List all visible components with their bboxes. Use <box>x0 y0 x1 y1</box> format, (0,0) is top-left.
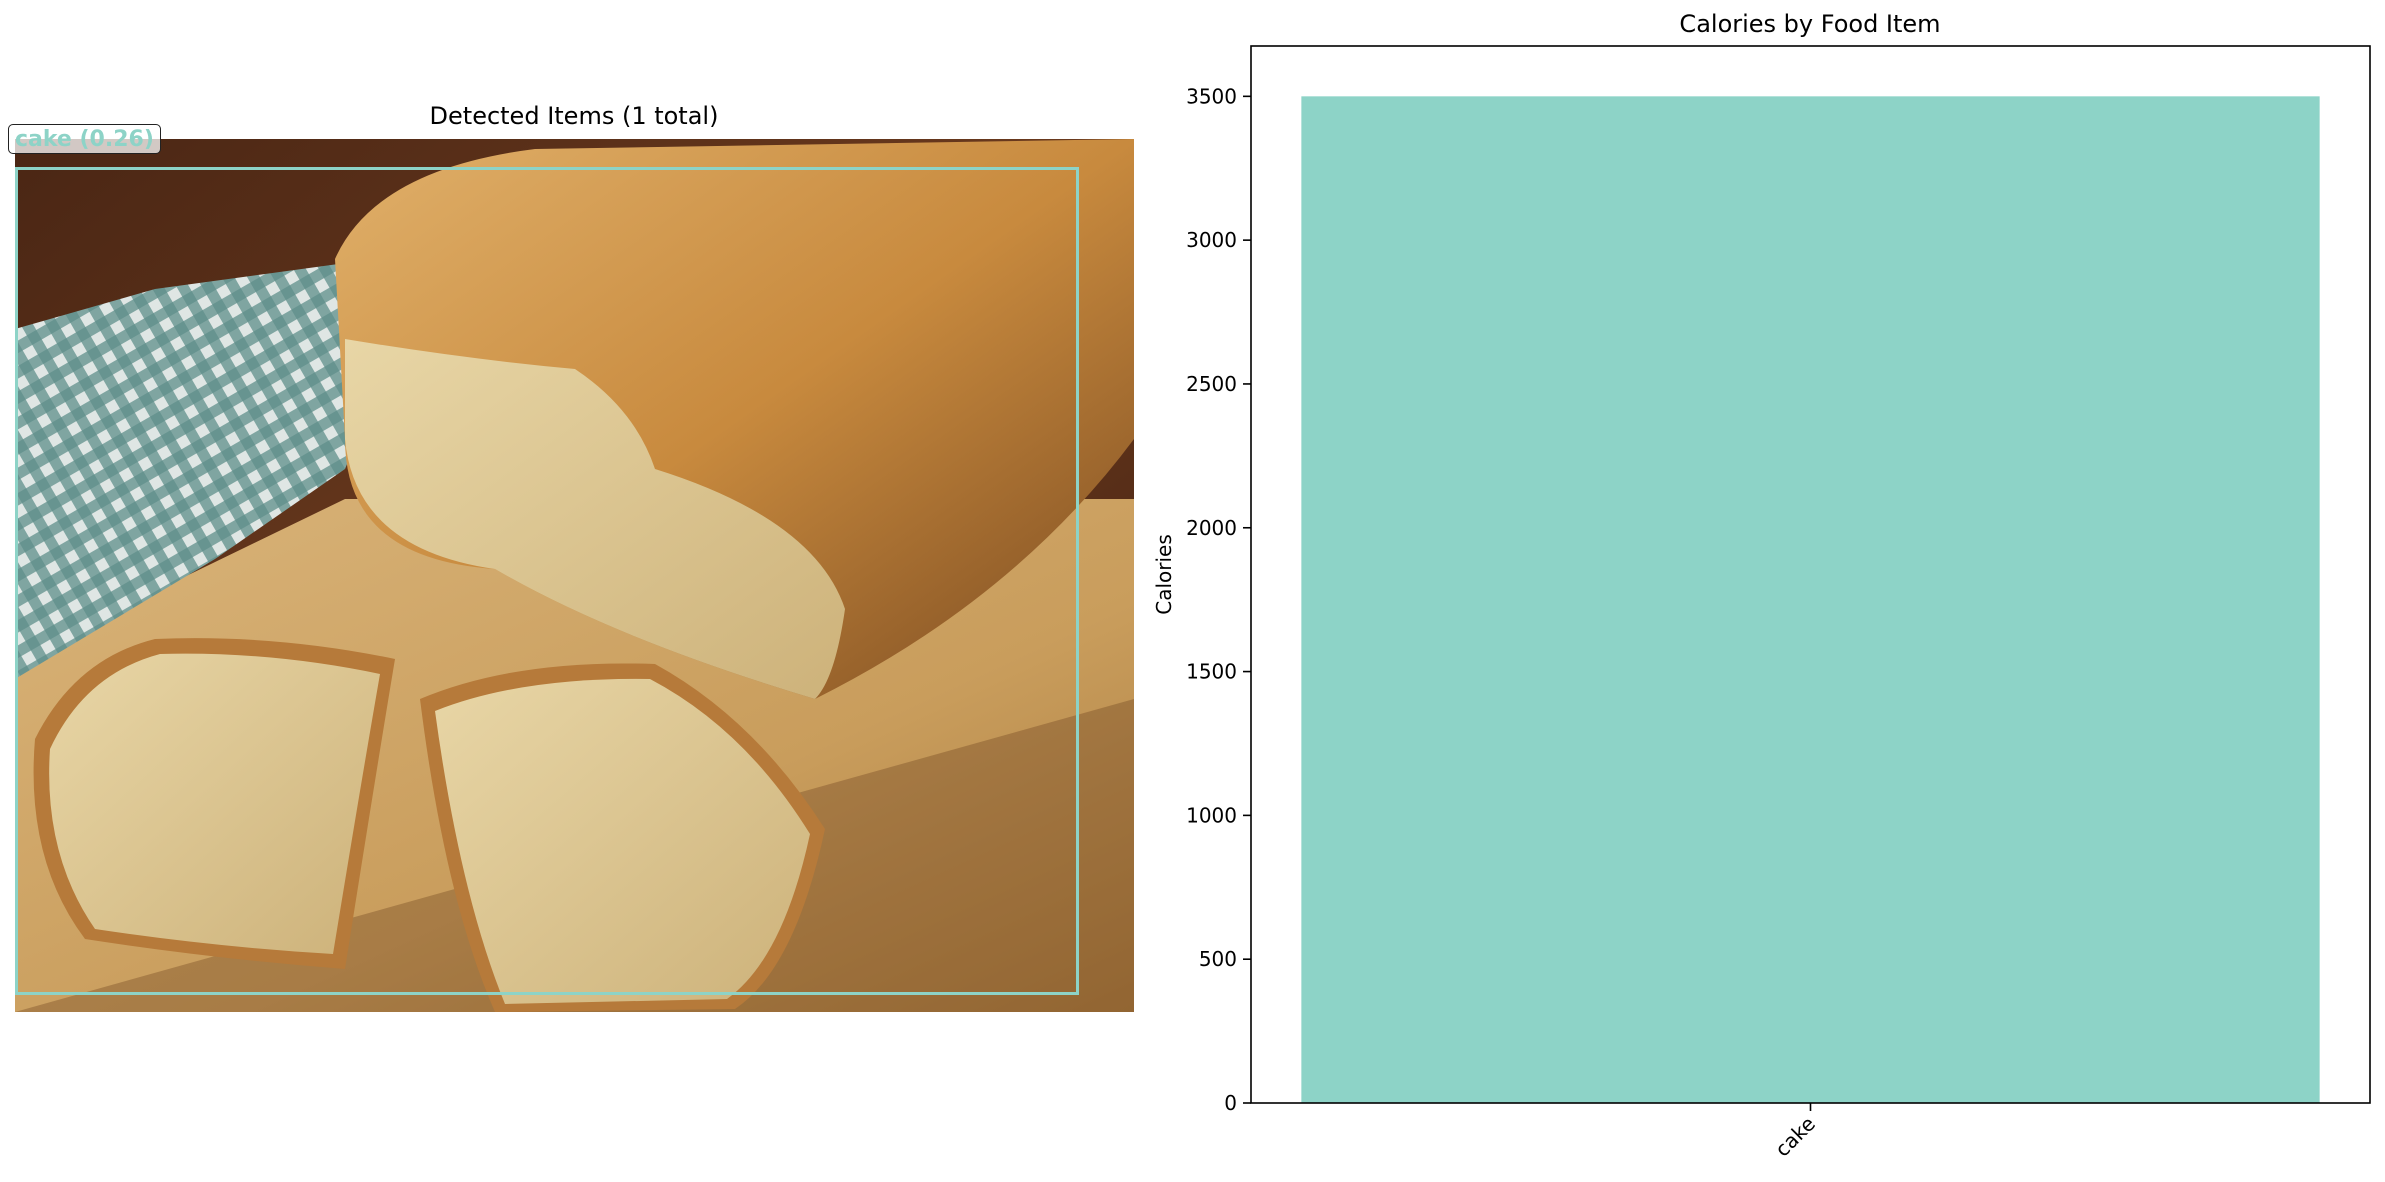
y-tick-label: 0 <box>1224 1091 1237 1115</box>
chart-title: Calories by Food Item <box>1679 10 1941 38</box>
detected-items-title: Detected Items (1 total) <box>429 102 719 130</box>
detection-bounding-box <box>15 167 1079 995</box>
x-tick-label: cake <box>1770 1112 1820 1162</box>
y-tick-label: 3000 <box>1186 228 1237 252</box>
y-tick-label: 2500 <box>1186 372 1237 396</box>
y-axis-label: Calories <box>1152 534 1176 615</box>
y-tick-label: 500 <box>1199 947 1237 971</box>
bar-cake <box>1301 96 2320 1104</box>
detection-label: cake (0.26) <box>8 124 161 154</box>
plot-frame <box>1250 45 2371 1104</box>
y-tick-label: 2000 <box>1186 516 1237 540</box>
y-tick-label: 1000 <box>1186 803 1237 827</box>
y-tick-label: 1500 <box>1186 660 1237 684</box>
y-tick-label: 3500 <box>1186 84 1237 108</box>
food-photo <box>15 139 1134 1012</box>
